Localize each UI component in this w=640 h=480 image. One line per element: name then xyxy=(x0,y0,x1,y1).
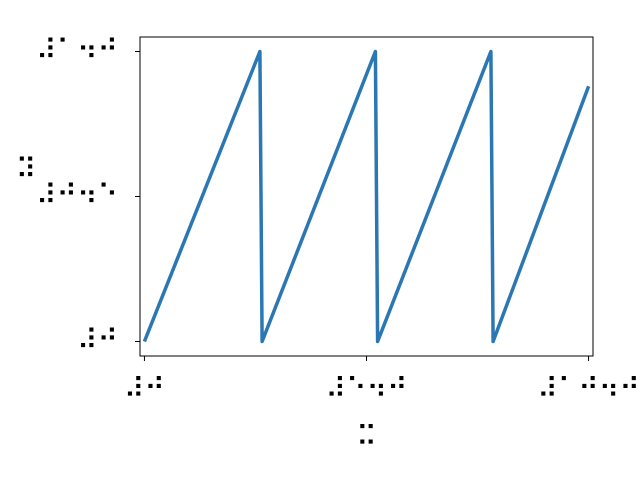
series-layer xyxy=(142,49,591,344)
x-axis-label: ⠭ xyxy=(356,420,377,453)
y-axis-label: ⠽ xyxy=(16,153,37,186)
y-axis-ticks: ⠼⠚ ⠼⠚⠲⠑ ⠼⠁⠲⠚ xyxy=(36,34,140,357)
y-tick-label: ⠼⠁⠲⠚ xyxy=(36,34,118,67)
x-tick-label: ⠼⠁⠚⠲⠚ xyxy=(537,372,640,405)
series-line-0 xyxy=(142,49,591,344)
plot-area-frame xyxy=(139,36,594,357)
x-tick-label: ⠼⠚ xyxy=(124,372,165,405)
y-tick-label: ⠼⠚⠲⠑ xyxy=(36,179,118,212)
y-tick-label: ⠼⠚ xyxy=(77,324,118,357)
x-axis-ticks: ⠼⠚ ⠼⠑⠲⠚ ⠼⠁⠚⠲⠚ xyxy=(124,356,640,405)
x-tick-label: ⠼⠑⠲⠚ xyxy=(325,372,407,405)
